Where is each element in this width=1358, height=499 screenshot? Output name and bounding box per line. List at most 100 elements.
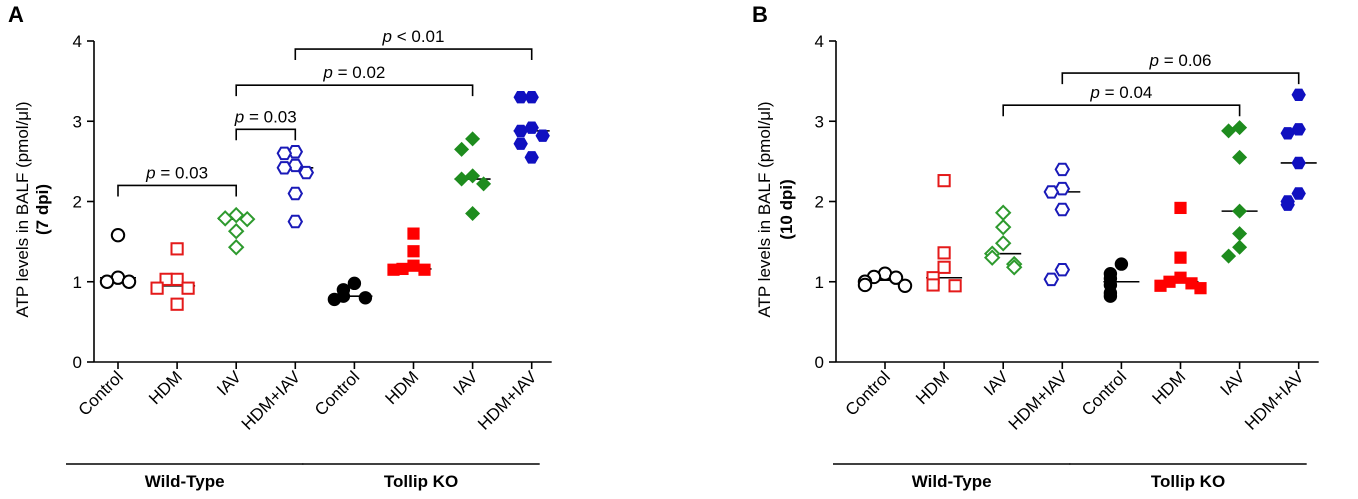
data-point [948,279,962,293]
data-point [1174,251,1187,264]
data-point [387,263,400,276]
data-point [418,263,431,276]
data-point [994,218,1012,236]
significance-bracket [235,84,474,97]
y-tick-label: 4 [73,32,82,51]
x-tick-label: Control [311,367,363,419]
data-point [159,272,173,286]
significance-bracket [117,184,237,197]
x-tick-label: HDM [912,367,953,408]
x-tick-label: HDM [382,367,423,408]
series-8 [1280,88,1317,211]
data-point [121,274,137,289]
y-axis-title: ATP levels in BALF (pmol/μl) [755,101,774,317]
data-point [476,176,492,192]
data-point [1280,198,1295,211]
x-tick-label: Control [75,367,127,419]
data-point [1054,263,1071,277]
data-point [287,214,304,229]
data-point [407,227,420,240]
p-value-label: p < 0.01 [382,27,445,46]
data-point [1291,156,1306,170]
data-point [150,281,164,295]
data-point [465,131,481,147]
y-tick-label: 1 [815,273,824,292]
data-point [1221,248,1237,264]
data-point [1232,149,1248,165]
chart-panel-B: B ATP levels in BALF (pmol/μl) (10 dpi) 0 1 2… [752,2,1319,491]
p-value: = 0.04 [1100,83,1152,102]
x-tick-label: HDM [145,367,186,408]
data-point [1043,272,1060,287]
p-value-label: p = 0.04 [1089,83,1152,102]
p-symbol: p [234,107,244,126]
data-point [1005,259,1023,276]
data-point [1232,226,1248,242]
data-point [276,161,293,175]
data-point [1232,120,1248,136]
x-tick-label: HDM+IAV [1241,367,1308,434]
data-point [170,272,184,286]
panel-label: B [752,2,768,27]
data-point [513,91,528,104]
p-value: = 0.03 [244,107,296,126]
data-point [983,249,1001,266]
series-7 [1221,120,1258,264]
series-4 [1043,162,1081,287]
panel-label: A [8,2,24,27]
x-tick-label: IAV [213,367,245,399]
series-1 [857,266,913,293]
data-point [170,242,184,256]
series-5 [327,276,373,307]
data-point [524,151,539,164]
data-point [407,259,420,272]
data-point [465,168,481,184]
chart-panel-A: A ATP levels in BALF (pmol/μl) (7 dpi) 0 1 2 3… [8,2,552,491]
y-tick-label: 0 [815,353,824,372]
data-point [358,291,373,305]
data-point [937,174,951,188]
group-label: Tollip KO [1151,472,1225,491]
data-point [513,137,528,150]
data-point [347,276,362,291]
data-point [926,278,940,292]
data-point [287,186,304,201]
data-point [513,124,528,138]
x-tick-label: IAV [980,367,1012,399]
p-value-label: p = 0.03 [234,107,297,126]
p-value: = 0.03 [156,163,208,182]
data-point [1154,279,1167,292]
y-tick-label: 4 [815,32,824,51]
data-point [1221,123,1237,139]
data-point [465,206,481,222]
significance-bracket [1061,72,1300,85]
data-point [1291,187,1306,200]
data-point [181,281,195,295]
series-2 [926,174,963,293]
data-point [454,171,470,187]
x-tick-label: HDM+IAV [1005,367,1072,434]
data-point [327,292,342,307]
x-tick-label: Control [842,367,894,419]
data-point [170,297,184,311]
series-5 [1103,257,1140,303]
data-point [937,246,951,260]
y-tick-label: 0 [73,353,82,372]
p-symbol: p [322,63,332,82]
data-point [535,129,550,142]
data-point [1174,201,1187,215]
data-point [454,141,470,157]
p-value: = 0.06 [1159,51,1211,70]
series-3 [983,204,1023,276]
data-point [227,239,245,256]
data-point [1054,202,1071,217]
data-point [1232,239,1248,255]
p-value-label: p = 0.03 [145,163,208,182]
p-symbol: p [1089,83,1099,102]
data-point [1174,271,1187,284]
y-tick-label: 3 [73,112,82,131]
significance-bracket [235,128,297,141]
y-tick-label: 2 [815,193,824,212]
y-axis-subtitle: (10 dpi) [777,179,796,239]
